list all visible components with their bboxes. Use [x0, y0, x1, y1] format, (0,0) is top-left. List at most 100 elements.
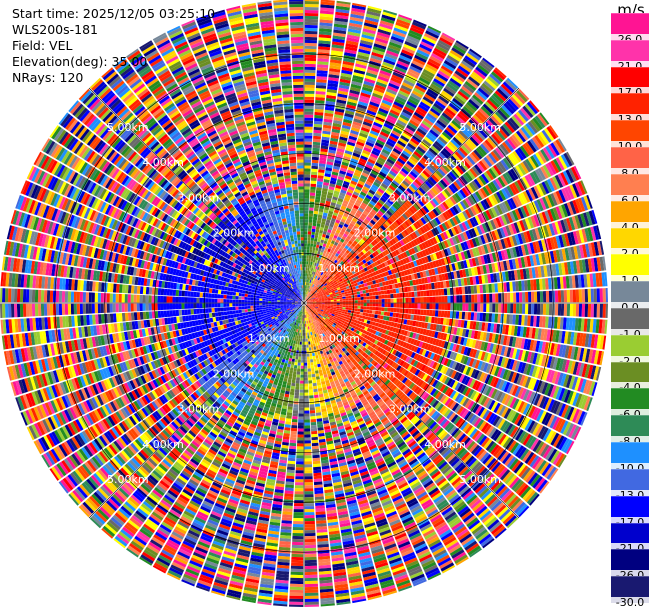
- velocity-gate: [391, 74, 404, 82]
- velocity-gate: [434, 310, 439, 317]
- velocity-gate: [305, 270, 308, 274]
- velocity-gate: [551, 290, 556, 303]
- velocity-gate: [381, 99, 393, 107]
- velocity-gate: [316, 184, 323, 188]
- velocity-gate: [304, 132, 313, 136]
- velocity-gate: [370, 170, 379, 176]
- velocity-gate: [355, 143, 364, 150]
- velocity-gate: [360, 39, 373, 46]
- velocity-gate: [375, 162, 383, 169]
- velocity-gate: [405, 292, 409, 298]
- velocity-gate: [320, 258, 324, 262]
- velocity-gate: [322, 215, 327, 220]
- velocity-gate: [390, 132, 400, 140]
- velocity-gate: [411, 303, 415, 309]
- velocity-gate: [330, 305, 334, 308]
- velocity-gate: [316, 263, 319, 267]
- velocity-gate: [311, 159, 319, 164]
- velocity-gate: [465, 294, 469, 303]
- velocity-gate: [407, 286, 411, 292]
- velocity-gate: [441, 303, 445, 310]
- velocity-gate: [311, 228, 316, 233]
- velocity-gate: [312, 246, 316, 251]
- velocity-gate: [323, 240, 328, 245]
- velocity-gate: [357, 306, 361, 309]
- velocity-gate: [345, 220, 351, 226]
- velocity-gate: [328, 263, 332, 267]
- velocity-gate: [339, 306, 343, 309]
- velocity-gate: [381, 128, 391, 135]
- velocity-gate: [393, 27, 408, 35]
- velocity-gate: [378, 299, 382, 303]
- velocity-gate: [359, 204, 366, 210]
- velocity-gate: [324, 304, 328, 306]
- velocity-gate: [513, 303, 517, 314]
- velocity-gate: [572, 289, 577, 303]
- velocity-gate: [317, 270, 321, 274]
- velocity-gate: [309, 201, 315, 205]
- velocity-gate: [330, 56, 343, 61]
- velocity-gate: [387, 298, 391, 303]
- velocity-gate: [384, 298, 388, 303]
- velocity-gate: [352, 152, 361, 158]
- velocity-gate: [319, 251, 324, 256]
- velocity-gate: [305, 297, 307, 301]
- velocity-gate: [339, 81, 350, 87]
- velocity-gate: [310, 283, 313, 287]
- velocity-gate: [456, 303, 460, 311]
- velocity-gate: [334, 187, 341, 192]
- velocity-gate: [317, 64, 329, 68]
- velocity-gate: [356, 141, 365, 147]
- velocity-gate: [384, 303, 388, 308]
- velocity-gate: [480, 294, 484, 303]
- velocity-gate: [363, 146, 372, 153]
- velocity-gate: [331, 253, 335, 258]
- velocity-gate: [492, 293, 496, 303]
- velocity-gate: [329, 249, 334, 254]
- velocity-gate: [308, 273, 311, 277]
- velocity-gate: [378, 72, 391, 80]
- velocity-gate: [347, 312, 351, 316]
- velocity-gate: [315, 193, 321, 197]
- velocity-gate: [396, 293, 400, 298]
- velocity-gate: [536, 291, 541, 303]
- velocity-gate: [339, 136, 348, 142]
- velocity-gate: [317, 217, 322, 222]
- velocity-gate: [416, 49, 430, 58]
- velocity-gate: [310, 237, 315, 241]
- velocity-gate: [339, 133, 349, 139]
- velocity-gate: [333, 162, 341, 168]
- velocity-gate: [365, 16, 379, 23]
- velocity-gate: [417, 309, 421, 315]
- velocity-gate: [362, 199, 369, 205]
- velocity-gate: [590, 303, 594, 318]
- velocity-gate: [373, 43, 387, 50]
- velocity-gate: [318, 40, 331, 45]
- velocity-gate: [328, 77, 339, 82]
- velocity-gate: [319, 22, 333, 27]
- velocity-gate: [397, 16, 412, 24]
- velocity-gate: [325, 100, 336, 105]
- velocity-gate: [374, 287, 378, 292]
- velocity-gate: [343, 115, 353, 121]
- velocity-gate: [304, 237, 308, 241]
- velocity-gate: [313, 285, 317, 289]
- velocity-gate: [321, 142, 329, 147]
- velocity-gate: [361, 86, 373, 93]
- velocity-gate: [336, 304, 340, 307]
- velocity-gate: [345, 147, 354, 153]
- velocity-gate: [382, 125, 392, 133]
- velocity-gate: [304, 195, 310, 199]
- velocity-gate: [452, 44, 467, 55]
- velocity-gate: [395, 21, 410, 30]
- velocity-gate: [343, 152, 352, 158]
- velocity-gate: [306, 252, 310, 256]
- velocity-gate: [575, 289, 580, 303]
- velocity-gate: [304, 30, 318, 35]
- velocity-gate: [341, 186, 348, 192]
- velocity-gate: [415, 109, 426, 118]
- velocity-gate: [319, 16, 334, 21]
- velocity-gate: [381, 294, 385, 299]
- velocity-gate: [305, 276, 307, 280]
- velocity-gate: [305, 288, 308, 292]
